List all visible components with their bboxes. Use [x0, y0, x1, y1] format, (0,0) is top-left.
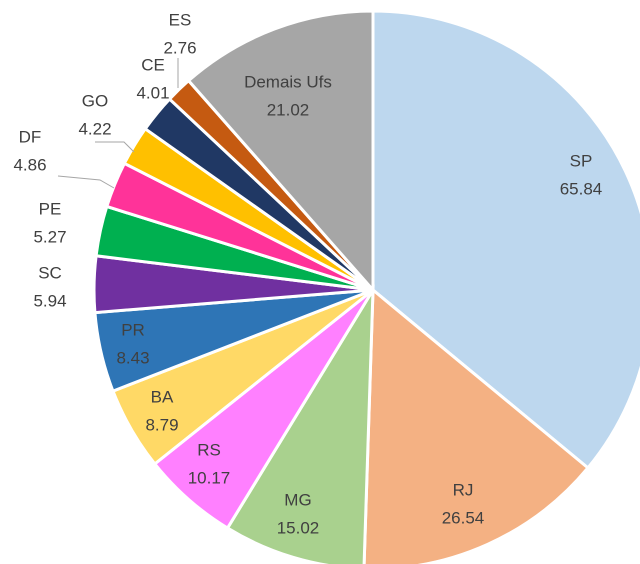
slice-value: 5.27 [33, 227, 66, 246]
slice-value: 21.02 [267, 100, 310, 119]
slice-label: MG [284, 490, 311, 509]
slice-label: PR [121, 320, 145, 339]
slice-label: SC [38, 263, 62, 282]
pie-slice [362, 286, 591, 564]
slice-value: 8.43 [116, 348, 149, 367]
pie-slice [225, 284, 375, 564]
slice-value: 65.84 [560, 179, 603, 198]
slice-label: DF [19, 127, 42, 146]
slice-value: 8.79 [145, 415, 178, 434]
slice-label: GO [82, 91, 108, 110]
slice-value: 26.54 [442, 508, 485, 527]
pie-slice [371, 9, 640, 471]
slice-value: 10.17 [188, 468, 231, 487]
slice-label: RJ [453, 480, 474, 499]
slice-value: 15.02 [277, 518, 320, 537]
slice-label: PE [39, 199, 62, 218]
slice-label: RS [197, 440, 221, 459]
leader-line [57, 175, 115, 189]
slice-value: 4.86 [13, 155, 46, 174]
slice-label: BA [151, 387, 174, 406]
slice-value: 2.76 [163, 38, 196, 57]
slice-value: 4.22 [78, 119, 111, 138]
pie-slice [186, 9, 375, 294]
slice-label: Demais Ufs [244, 72, 332, 91]
slice-label: CE [141, 55, 165, 74]
leader-line [95, 141, 135, 153]
slice-value: 5.94 [33, 291, 66, 310]
slice-label: SP [570, 151, 593, 170]
slice-value: 4.01 [136, 83, 169, 102]
slice-label: ES [169, 10, 192, 29]
